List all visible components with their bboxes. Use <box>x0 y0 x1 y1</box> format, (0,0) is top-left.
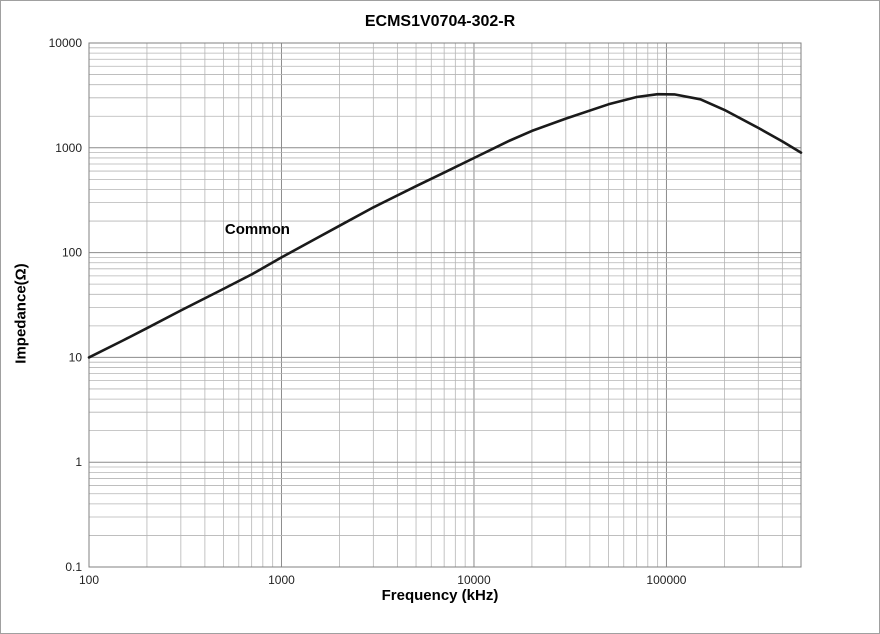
x-tick-label: 100000 <box>646 573 686 587</box>
x-tick-label: 10000 <box>457 573 491 587</box>
x-tick-label: 100 <box>79 573 99 587</box>
y-tick-label: 0.1 <box>65 560 82 574</box>
y-tick-label: 1 <box>75 455 82 469</box>
y-tick-label: 100 <box>62 246 82 260</box>
series-annotation: Common <box>225 221 290 238</box>
y-tick-label: 10 <box>69 350 83 364</box>
chart-title: ECMS1V0704-302-R <box>364 13 516 30</box>
x-axis-label: Frequency (kHz) <box>381 587 499 604</box>
series-curve-common <box>87 92 803 359</box>
y-tick-label: 10000 <box>49 36 83 50</box>
plot-frame <box>88 42 802 568</box>
x-tick-label: 1000 <box>268 573 295 587</box>
y-tick-label: 1000 <box>55 141 82 155</box>
